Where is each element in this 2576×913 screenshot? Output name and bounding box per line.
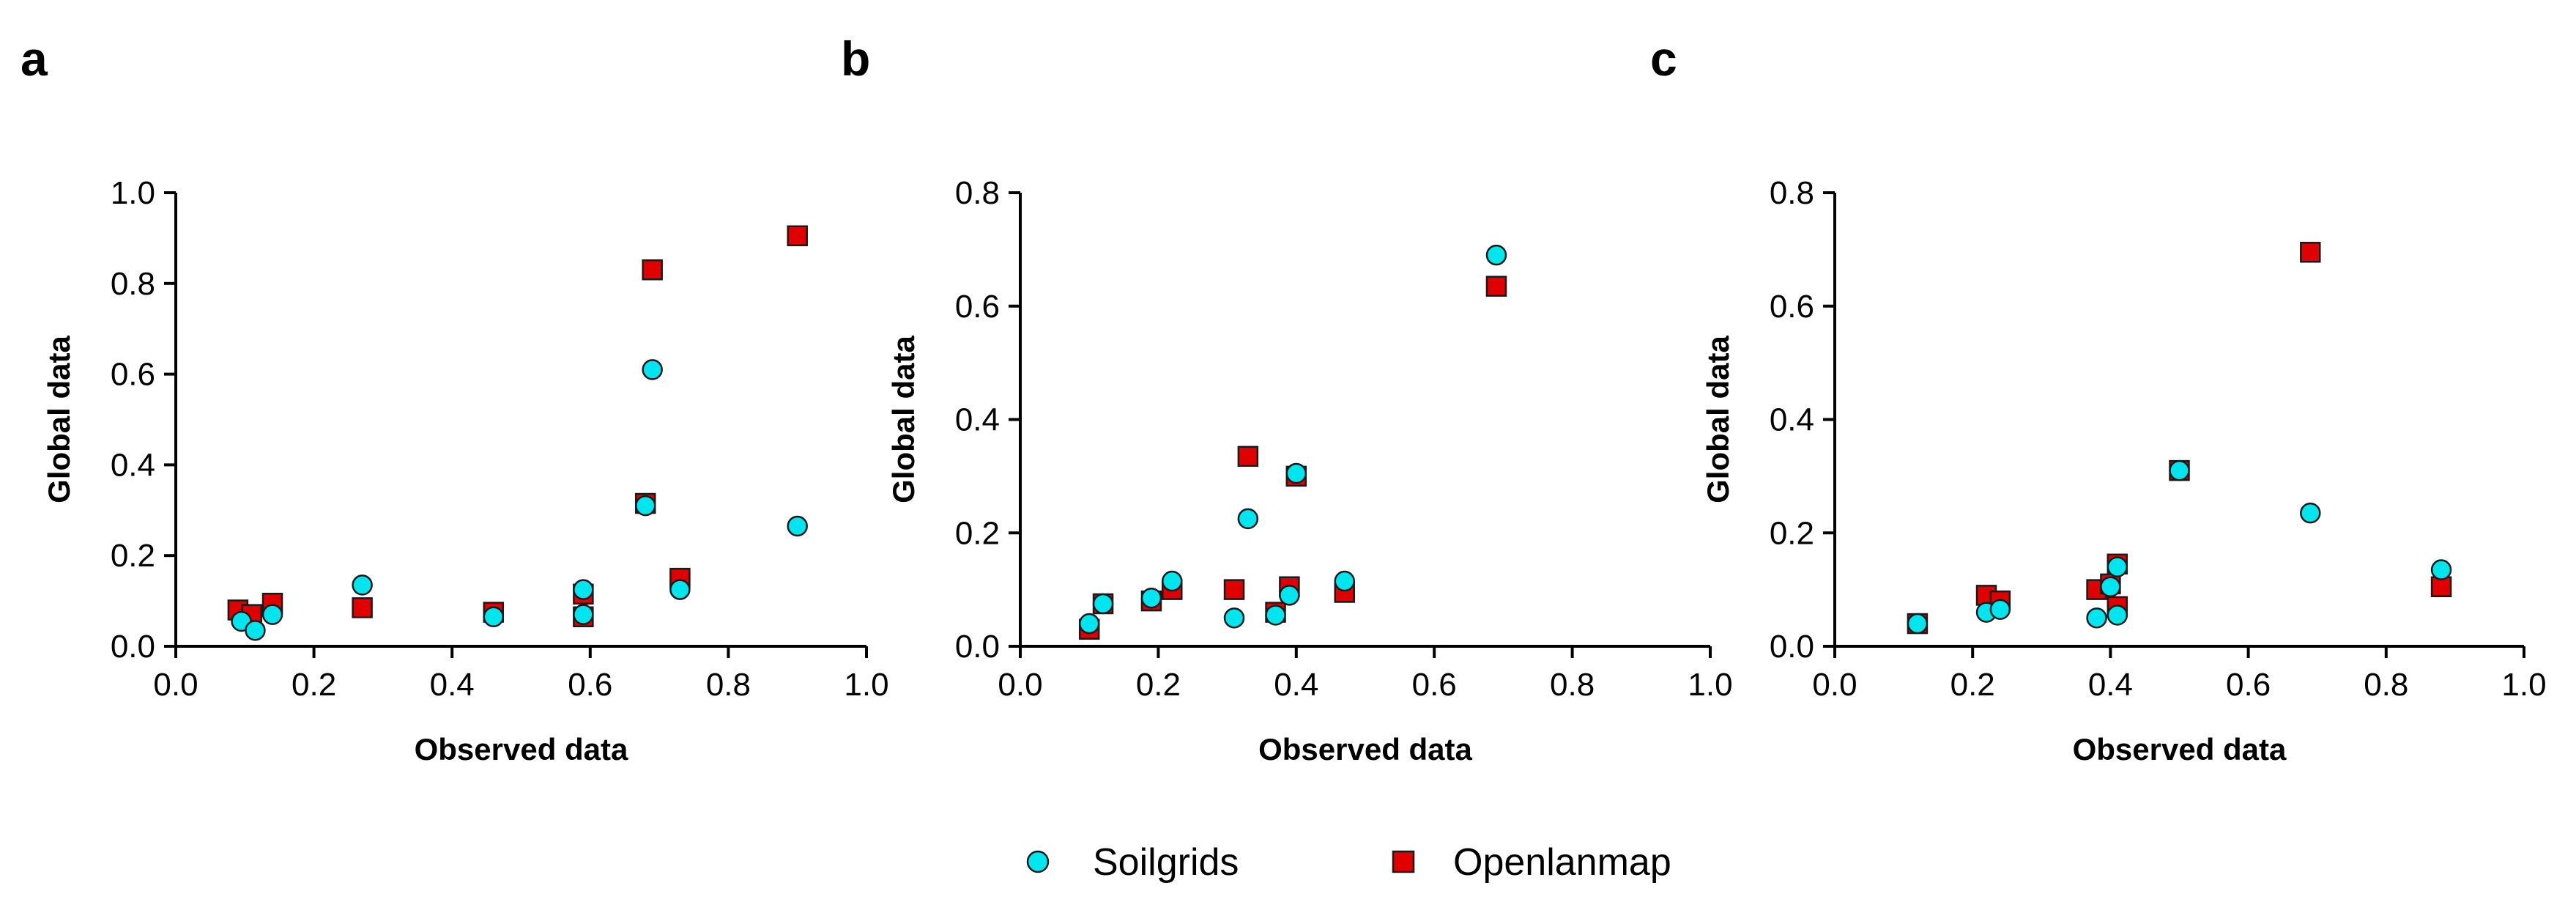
data-point-soilgrids [2300, 502, 2321, 524]
x-tick-label: 1.0 [844, 667, 888, 703]
x-tick-label: 0.8 [1550, 667, 1595, 703]
data-point-soilgrids [669, 579, 691, 600]
x-tick-label: 0.0 [998, 667, 1042, 703]
y-tick-label: 0.8 [1770, 175, 1814, 211]
y-tick-label: 0.4 [1770, 402, 1814, 438]
y-tick-label: 0.0 [1770, 629, 1814, 665]
x-tick-label: 0.8 [2364, 667, 2408, 703]
data-point-openlanmap [2300, 241, 2321, 263]
x-tick-label: 0.2 [1950, 667, 1995, 703]
y-tick-label: 0.6 [955, 289, 1000, 325]
data-point-soilgrids [2107, 556, 2128, 577]
y-tick-label: 0.4 [955, 402, 1000, 438]
panel-letter-c: c [1650, 32, 1677, 86]
x-tick-label: 0.6 [2226, 667, 2271, 703]
x-tick-label: 1.0 [2501, 667, 2546, 703]
data-point-soilgrids [642, 359, 663, 380]
series-soilgrids [231, 359, 808, 641]
legend-item-openlanmap: Openlanmap [1392, 841, 1671, 884]
x-tick-label: 0.0 [1812, 667, 1857, 703]
legend-label-openlanmap: Openlanmap [1453, 841, 1671, 884]
data-point-soilgrids [1078, 613, 1100, 635]
data-point-soilgrids [787, 515, 808, 537]
data-point-openlanmap [352, 597, 373, 618]
legend-label-soilgrids: Soilgrids [1093, 841, 1239, 884]
series-openlanmap [227, 225, 808, 628]
y-tick-label: 1.0 [111, 175, 155, 211]
legend: Soilgrids Openlanmap [1026, 841, 1671, 884]
data-point-soilgrids [2107, 605, 2128, 626]
data-point-soilgrids [1223, 607, 1245, 629]
x-tick-label: 0.2 [1136, 667, 1181, 703]
x-tick-label: 0.0 [153, 667, 198, 703]
y-axis-title: Global data [42, 336, 76, 503]
panels-layer: a 0.0 0.2 0.4 0.6 0.8 1.0 0.0 0.2 0.4 0.6 0.8 1.0 Obs… [21, 32, 2547, 766]
y-axis-title: Global data [1701, 336, 1735, 503]
x-tick-label: 0.4 [1274, 667, 1318, 703]
data-point-soilgrids [2100, 576, 2121, 598]
x-axis-title: Observed data [1258, 732, 1472, 766]
x-tick-label: 0.8 [706, 667, 751, 703]
series-soilgrids [1907, 459, 2452, 635]
data-point-openlanmap [1237, 446, 1259, 467]
data-point-openlanmap [1485, 276, 1507, 297]
y-tick-label: 0.0 [955, 629, 1000, 665]
x-tick-label: 0.4 [430, 667, 475, 703]
x-tick-label: 0.2 [292, 667, 336, 703]
data-point-soilgrids [483, 606, 505, 628]
y-tick-label: 0.8 [955, 175, 1000, 211]
data-point-soilgrids [2169, 459, 2190, 481]
y-tick-label: 0.4 [111, 447, 155, 483]
data-point-soilgrids [1092, 593, 1114, 615]
chart-panel-b: b 0.0 0.2 0.4 0.6 0.8 1.0 0.0 0.2 0.4 0.6 0.8 Observ… [841, 32, 1733, 766]
data-point-openlanmap [642, 259, 663, 281]
data-point-soilgrids [634, 495, 656, 517]
y-axis-title: Global data [886, 336, 921, 503]
legend-marker-soilgrids [1026, 850, 1050, 873]
data-point-soilgrids [1485, 244, 1507, 266]
data-point-soilgrids [1334, 570, 1355, 592]
data-point-soilgrids [573, 604, 594, 625]
data-point-soilgrids [1285, 462, 1307, 484]
y-tick-label: 0.2 [955, 515, 1000, 551]
y-tick-label: 0.2 [111, 538, 155, 574]
x-tick-label: 1.0 [1688, 667, 1732, 703]
data-point-soilgrids [1140, 587, 1162, 609]
data-point-soilgrids [1265, 605, 1286, 626]
x-tick-label: 0.6 [568, 667, 612, 703]
panel-letter-a: a [21, 32, 48, 86]
data-point-soilgrids [2430, 559, 2452, 580]
data-point-soilgrids [1161, 570, 1183, 592]
data-point-soilgrids [1279, 585, 1300, 606]
x-tick-label: 0.4 [2088, 667, 2133, 703]
series-openlanmap [1907, 241, 2452, 635]
legend-item-soilgrids: Soilgrids [1026, 841, 1239, 884]
x-axis-title: Observed data [2073, 732, 2287, 766]
data-point-soilgrids [1907, 613, 1929, 635]
legend-marker-openlanmap [1392, 850, 1415, 873]
data-point-soilgrids [1989, 599, 2011, 620]
y-tick-label: 0.2 [1770, 515, 1814, 551]
panel-letter-b: b [841, 32, 870, 86]
x-tick-label: 0.6 [1412, 667, 1457, 703]
data-point-soilgrids [261, 604, 283, 625]
data-point-openlanmap [1223, 579, 1245, 600]
y-tick-label: 0.0 [111, 629, 155, 665]
chart-panel-c: c 0.0 0.2 0.4 0.6 0.8 1.0 0.0 0.2 0.4 0.6 0.8 Observ… [1650, 32, 2547, 766]
data-point-openlanmap [787, 225, 808, 247]
data-point-soilgrids [573, 579, 594, 600]
data-point-soilgrids [2086, 607, 2107, 629]
y-tick-label: 0.6 [1770, 289, 1814, 325]
chart-panel-a: a 0.0 0.2 0.4 0.6 0.8 1.0 0.0 0.2 0.4 0.6 0.8 1.0 Obs… [21, 32, 889, 766]
data-point-soilgrids [245, 620, 266, 641]
y-tick-label: 0.8 [111, 266, 155, 302]
series-openlanmap [1078, 276, 1507, 640]
series-soilgrids [1078, 244, 1507, 635]
y-tick-label: 0.6 [111, 357, 155, 393]
x-axis-title: Observed data [415, 732, 628, 766]
data-point-soilgrids [1237, 508, 1259, 530]
data-point-soilgrids [352, 574, 373, 596]
